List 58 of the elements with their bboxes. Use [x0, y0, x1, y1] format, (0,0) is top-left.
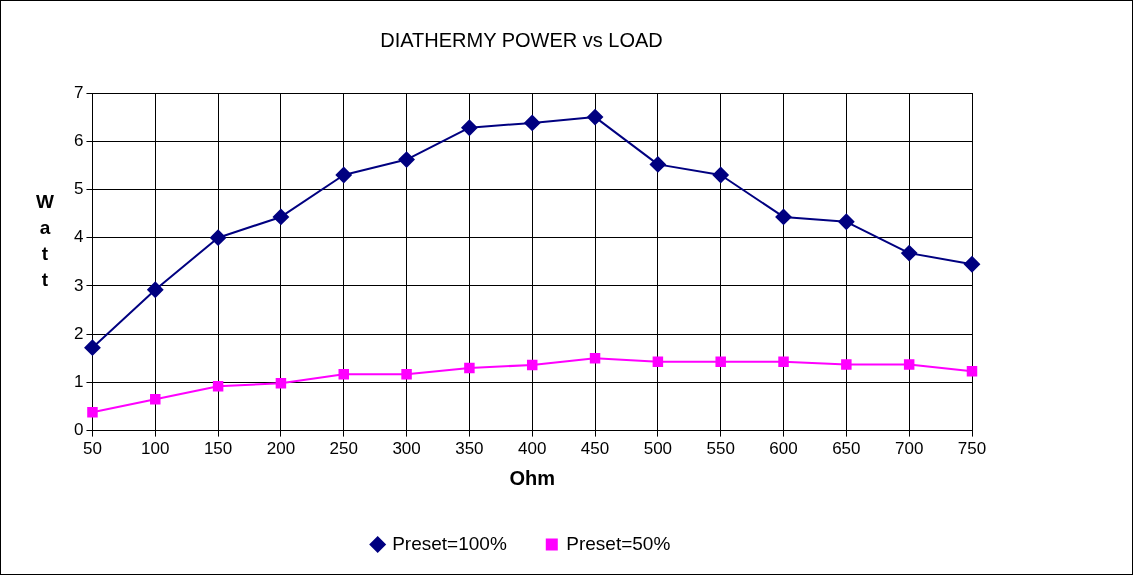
legend-label: Preset=50% [566, 532, 671, 554]
y-tick-label: 7 [73, 82, 84, 102]
y-tick-label: 4 [73, 227, 84, 247]
y-tick-label: 6 [73, 130, 84, 150]
point [210, 229, 227, 246]
x-tick-label: 650 [832, 439, 861, 459]
point [587, 109, 604, 126]
point [398, 151, 415, 168]
point [464, 362, 475, 374]
point [272, 208, 289, 225]
x-tick-label: 200 [266, 439, 296, 459]
y-tick-label: 3 [73, 275, 84, 295]
point [712, 166, 729, 183]
legend-label: Preset=100% [392, 532, 507, 554]
x-axis-title: Ohm [509, 466, 556, 489]
x-tick-label: 550 [706, 439, 735, 459]
point [338, 368, 349, 380]
point [778, 356, 789, 367]
x-tick-label: 600 [769, 439, 798, 459]
y-tick-label: 2 [73, 323, 84, 343]
point [589, 353, 601, 364]
point [84, 339, 101, 356]
x-tick-label: 500 [643, 439, 673, 459]
x-tick-label: 100 [141, 439, 170, 459]
point [715, 356, 726, 367]
point [652, 356, 664, 367]
x-tick-label: 400 [518, 439, 547, 459]
point [903, 359, 915, 370]
point [966, 366, 978, 377]
x-tick-label: 50 [82, 439, 102, 459]
x-tick-label: 250 [329, 439, 358, 459]
point [775, 208, 792, 225]
point [838, 213, 855, 230]
point [335, 166, 352, 183]
x-tick-label: 150 [203, 439, 233, 459]
x-tick-label: 350 [455, 439, 484, 459]
point [401, 368, 412, 380]
point [275, 378, 287, 389]
point [526, 359, 538, 371]
point [964, 256, 980, 273]
y-tick-label: 5 [73, 179, 84, 199]
point [212, 380, 224, 392]
x-tick-label: 700 [894, 439, 924, 459]
point [461, 119, 478, 136]
point [841, 359, 852, 370]
chart-title: DIATHERMY POWER vs LOAD [380, 28, 663, 51]
point [87, 407, 98, 418]
point [649, 156, 666, 173]
point [524, 114, 541, 131]
x-tick-label: 300 [392, 439, 421, 459]
y-tick-label: 1 [73, 372, 84, 392]
x-tick-label: 450 [580, 439, 610, 459]
point [147, 281, 164, 298]
point [150, 394, 161, 405]
x-tick-label: 750 [957, 439, 987, 459]
point [901, 245, 918, 262]
y-tick-label: 0 [73, 420, 84, 440]
y-axis-title: Watt [36, 191, 55, 291]
